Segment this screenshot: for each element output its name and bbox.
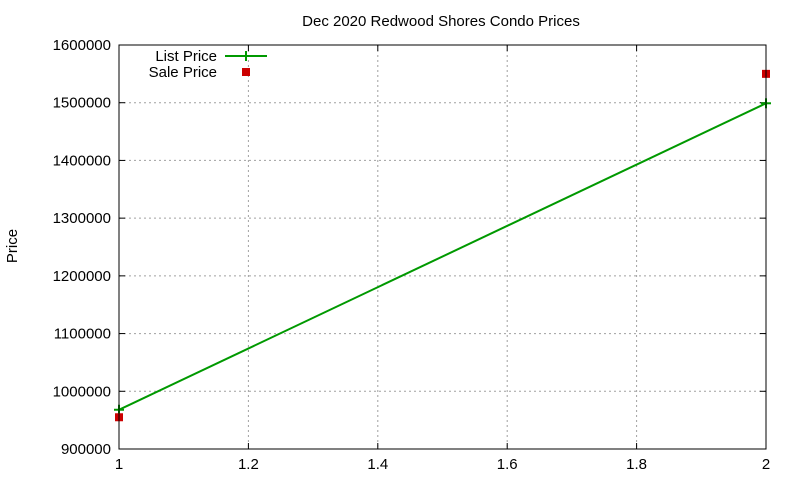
- x-tick-label: 1: [115, 456, 123, 473]
- y-tick-label: 1300000: [53, 210, 111, 227]
- series-layer: [114, 69, 771, 422]
- y-axis-label: Price: [4, 229, 21, 263]
- legend-label: Sale Price: [149, 64, 217, 81]
- tick-layer: 900000 1000000 1100000 1200000 1300000 140000…: [53, 37, 771, 473]
- x-tick-label: 1.4: [367, 456, 388, 473]
- y-tick-label: 1400000: [53, 152, 111, 169]
- legend-swatch-marker: [242, 68, 250, 76]
- grid-layer: [118, 44, 767, 450]
- y-tick-label: 1500000: [53, 95, 111, 112]
- y-tick-label: 1600000: [53, 37, 111, 54]
- legend-swatch-marker: [241, 51, 251, 61]
- x-tick-label: 2: [762, 456, 770, 473]
- legend-label: List Price: [155, 48, 217, 65]
- y-tick-label: 1200000: [53, 268, 111, 285]
- x-tick-label: 1.8: [626, 456, 647, 473]
- y-tick-label: 1000000: [53, 383, 111, 400]
- x-tick-label: 1.6: [497, 456, 518, 473]
- y-tick-label: 900000: [61, 441, 111, 458]
- chart-title: Dec 2020 Redwood Shores Condo Prices: [302, 13, 580, 30]
- y-tick-label: 1100000: [54, 326, 111, 343]
- series-line-list-price: [118, 102, 767, 411]
- x-tick-label: 1.2: [238, 456, 259, 473]
- plot-frame: [118, 44, 767, 450]
